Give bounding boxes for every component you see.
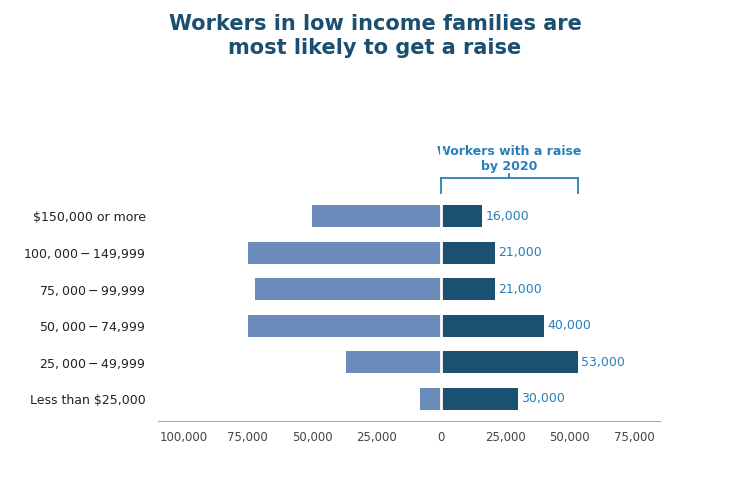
Text: 53,000: 53,000	[580, 356, 625, 369]
Text: 21,000: 21,000	[498, 246, 542, 260]
Bar	[441, 242, 495, 264]
Bar	[441, 388, 518, 410]
Text: 16,000: 16,000	[485, 210, 529, 223]
Text: Workers in low income families are
most likely to get a raise: Workers in low income families are most …	[169, 14, 581, 57]
Text: 30,000: 30,000	[521, 392, 566, 405]
Bar	[441, 278, 495, 300]
Bar	[441, 206, 482, 228]
Text: 21,000: 21,000	[498, 283, 542, 296]
Bar	[248, 242, 441, 264]
Text: Workers with a raise
by 2020: Workers with a raise by 2020	[437, 144, 581, 173]
Bar	[441, 351, 578, 373]
Bar	[312, 206, 441, 228]
Bar	[441, 315, 544, 337]
Bar	[256, 278, 441, 300]
Text: 40,000: 40,000	[548, 319, 591, 332]
Bar	[420, 388, 441, 410]
Bar	[346, 351, 441, 373]
Bar	[248, 315, 441, 337]
